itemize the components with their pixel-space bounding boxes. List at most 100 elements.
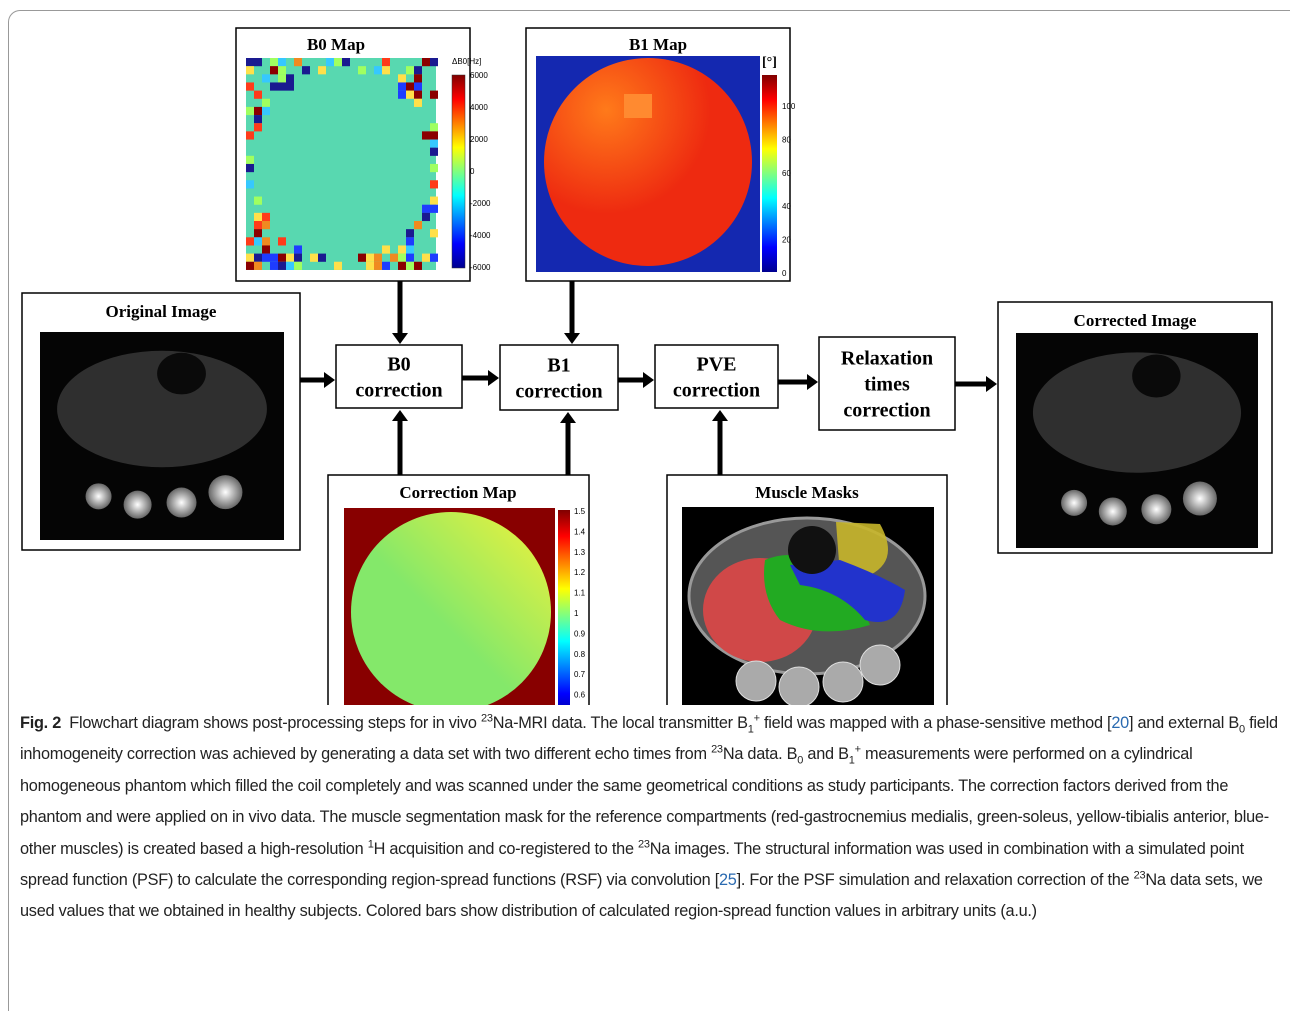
noise-pixel	[254, 213, 262, 221]
noise-pixel	[294, 245, 302, 253]
colorbar-unit: [°]	[762, 55, 777, 70]
noise-pixel	[286, 262, 294, 270]
noise-pixel	[374, 262, 382, 270]
noise-pixel	[414, 91, 422, 99]
noise-pixel	[294, 254, 302, 262]
noise-pixel	[246, 131, 254, 139]
noise-pixel	[430, 197, 438, 205]
noise-pixel	[246, 164, 254, 172]
noise-pixel	[254, 91, 262, 99]
noise-pixel	[406, 66, 414, 74]
colorbar-tick: -6000	[470, 263, 491, 272]
step-label: correction	[843, 400, 930, 422]
noise-pixel	[262, 245, 270, 253]
colorbar-tick: -4000	[470, 231, 491, 240]
noise-pixel	[406, 254, 414, 262]
noise-pixel	[270, 82, 278, 90]
step-label: PVE	[697, 354, 737, 376]
bone	[788, 526, 836, 574]
colorbar-tick: 1.3	[574, 548, 586, 557]
noise-pixel	[382, 245, 390, 253]
caption-text: 23	[481, 713, 493, 725]
arrow-head	[986, 376, 997, 392]
noise-pixel	[246, 237, 254, 245]
noise-pixel	[286, 82, 294, 90]
step-label: correction	[355, 380, 442, 402]
noise-pixel	[246, 262, 254, 270]
noise-pixel	[374, 254, 382, 262]
noise-pixel	[286, 74, 294, 82]
noise-pixel	[246, 180, 254, 188]
noise-pixel	[430, 205, 438, 213]
colorbar-tick: 1.1	[574, 589, 586, 598]
arrow-head	[712, 410, 728, 421]
step-label: B0	[387, 354, 410, 376]
phantom	[351, 512, 551, 705]
noise-pixel	[358, 254, 366, 262]
arrow-head	[392, 410, 408, 421]
noise-pixel	[270, 66, 278, 74]
noise-pixel	[278, 254, 286, 262]
colorbar-tick: 20	[782, 236, 791, 245]
reference-tube	[1099, 497, 1127, 525]
noise-pixel	[254, 115, 262, 123]
noise-pixel	[414, 66, 422, 74]
noise-pixel	[398, 74, 406, 82]
noise-pixel	[262, 221, 270, 229]
caption: Fig. 2 Flowchart diagram shows post-proc…	[20, 708, 1278, 928]
noise-pixel	[246, 156, 254, 164]
colorbar-tick: 1.5	[574, 507, 586, 516]
noise-pixel	[422, 205, 430, 213]
reference-tube	[779, 667, 819, 705]
noise-pixel	[414, 99, 422, 107]
caption-text: 23	[711, 744, 723, 756]
noise-pixel	[422, 131, 430, 139]
colorbar-tick: 40	[782, 202, 791, 211]
colorbar-tick: -2000	[470, 199, 491, 208]
colorbar-tick: 0	[782, 269, 787, 278]
noise-pixel	[430, 254, 438, 262]
noise-pixel	[254, 197, 262, 205]
noise-pixel	[270, 58, 278, 66]
noise-pixel	[246, 254, 254, 262]
reference-tube	[1183, 482, 1217, 516]
noise-pixel	[262, 107, 270, 115]
bone	[1132, 355, 1180, 398]
noise-pixel	[246, 66, 254, 74]
noise-pixel	[254, 237, 262, 245]
noise-pixel	[366, 262, 374, 270]
colorbar-tick: 0.9	[574, 629, 586, 638]
noise-pixel	[278, 262, 286, 270]
noise-pixel	[254, 254, 262, 262]
panel-title: Correction Map	[399, 483, 516, 502]
step-label: B1	[547, 355, 570, 377]
colorbar-tick: 0.7	[574, 670, 586, 679]
caption-text: and B	[803, 745, 849, 763]
arrow-head	[560, 412, 576, 423]
reference-tube	[860, 645, 900, 685]
noise-pixel	[254, 229, 262, 237]
noise-pixel	[430, 148, 438, 156]
colorbar-tick: 100	[782, 102, 796, 111]
step-label: correction	[515, 381, 602, 403]
panel-title: Original Image	[106, 302, 217, 321]
arrow-head	[807, 374, 818, 390]
noise-pixel	[334, 262, 342, 270]
figure-label: Fig. 2	[20, 714, 61, 732]
colorbar-tick: 60	[782, 169, 791, 178]
caption-text[interactable]: 25	[719, 871, 737, 889]
noise-pixel	[406, 91, 414, 99]
panel-title: Corrected Image	[1074, 311, 1197, 330]
noise-pixel	[374, 66, 382, 74]
noise-pixel	[398, 82, 406, 90]
noise-pixel	[262, 74, 270, 82]
caption-text: Na-MRI data. The local transmitter B	[493, 714, 748, 732]
colorbar-tick: 2000	[470, 135, 488, 144]
noise-pixel	[278, 74, 286, 82]
arrow-head	[643, 372, 654, 388]
noise-pixel	[406, 229, 414, 237]
arrow-head	[324, 372, 335, 388]
arrow-head	[564, 333, 580, 344]
caption-text[interactable]: 20	[1111, 714, 1129, 732]
noise-pixel	[422, 254, 430, 262]
